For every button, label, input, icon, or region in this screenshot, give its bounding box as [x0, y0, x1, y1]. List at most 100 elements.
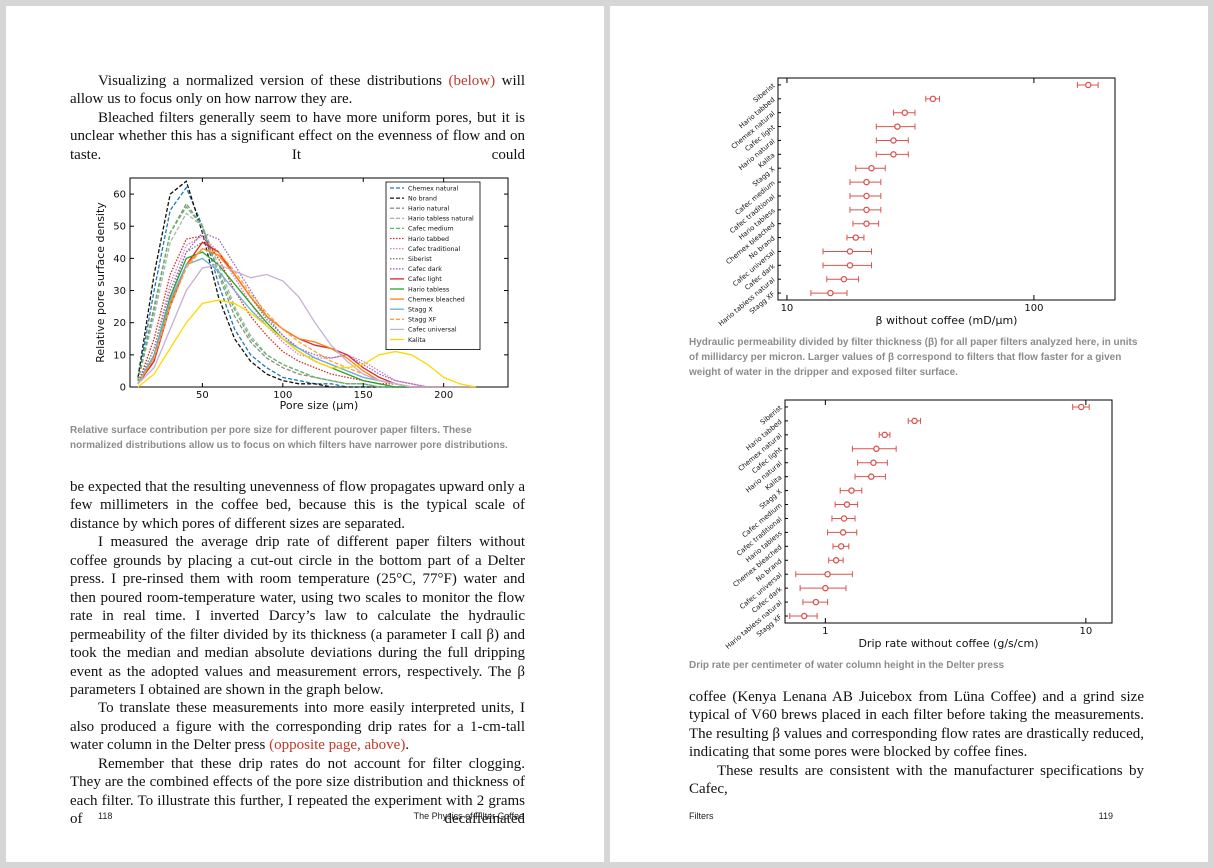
- page-number: 119: [1098, 811, 1113, 821]
- legend-label: No brand: [408, 195, 437, 202]
- text: I measured the average drip rate of diff…: [70, 534, 525, 698]
- data-point: [852, 234, 860, 241]
- x-tick-label: 100: [273, 390, 292, 401]
- legend-label: Cafec medium: [408, 226, 454, 233]
- legend-label: Chemex bleached: [408, 296, 465, 303]
- data-point: [890, 151, 897, 158]
- data-point: [873, 445, 880, 453]
- cross-reference: (below): [448, 73, 496, 89]
- text: coffee (Kenya Lenana AB Juicebox from Lü…: [689, 689, 1144, 761]
- y-tick-label: 30: [113, 286, 126, 297]
- legend-box: [385, 181, 481, 351]
- left-page: [6, 6, 604, 862]
- data-point: [863, 206, 870, 214]
- data-point: [822, 584, 829, 592]
- pore-size-chart: 50 100 150 200 0 10 20 30 40 50 60 Pore size (μm) Re…: [94, 177, 509, 412]
- text: To translate these measurements into mor…: [70, 700, 525, 754]
- x-axis-label: β without coffee (mD/μm): [876, 314, 1018, 327]
- running-title: The Physics of Filter Coffee: [413, 811, 524, 821]
- data-point: [863, 220, 870, 227]
- text-block: coffee (Kenya Lenana AB Juicebox from Lü…: [689, 688, 1144, 799]
- x-axis-label: Drip rate without coffee (g/s/cm): [858, 637, 1038, 650]
- legend-label: Cafec light: [408, 276, 442, 283]
- series-line: [137, 264, 476, 388]
- paragraph: To translate these measurements into mor…: [70, 699, 525, 754]
- data-point: [843, 501, 851, 508]
- data-point: [911, 417, 918, 425]
- legend-label: Hario natural: [408, 206, 450, 213]
- text: be expected that the resulting unevennes…: [70, 479, 525, 532]
- figure-caption: Hydraulic permeability divided by filter…: [689, 337, 1138, 378]
- data-point: [881, 431, 888, 439]
- text: These results are consistent with the ma…: [689, 762, 1144, 798]
- legend-label: Siberist: [408, 256, 432, 263]
- data-point: [824, 570, 831, 578]
- text: .: [405, 737, 410, 754]
- x-tick-label: 100: [1024, 303, 1043, 314]
- x-tick-label: 150: [354, 390, 373, 401]
- data-point: [840, 275, 848, 283]
- data-point: [801, 612, 808, 620]
- data-point: [867, 473, 875, 480]
- plot-frame: [784, 399, 1113, 624]
- series-line: [137, 231, 476, 388]
- legend-label: Cafec dark: [408, 266, 442, 273]
- legend-label: Stagg X: [408, 307, 433, 314]
- data-point: [846, 262, 854, 269]
- data-point: [832, 557, 840, 564]
- legend-label: Hario tabless: [408, 286, 449, 293]
- page-number: 118: [98, 811, 113, 821]
- data-point: [846, 248, 854, 255]
- y-tick-label: 50: [113, 222, 126, 233]
- data-point: [827, 289, 834, 297]
- data-point: [840, 515, 848, 522]
- y-axis-label: Relative pore surface density: [94, 202, 107, 363]
- figure-caption: Relative surface contribution per pore s…: [70, 425, 508, 451]
- legend-label: Cafec traditional: [408, 246, 460, 253]
- legend-label: Chemex natural: [408, 185, 459, 192]
- data-point: [1085, 81, 1092, 89]
- legend-label: Kalita: [408, 337, 426, 344]
- paragraph: Bleached filters generally seem to have …: [70, 109, 525, 164]
- text: Remember that these drip rates do not ac…: [70, 755, 525, 828]
- running-title: Filters: [689, 811, 714, 821]
- data-point: [894, 123, 901, 130]
- x-tick-label: 10: [781, 303, 794, 314]
- data-point: [1077, 403, 1085, 411]
- data-point: [839, 529, 847, 536]
- data-point: [929, 95, 937, 103]
- legend-label: Stagg XF: [408, 317, 437, 324]
- text: Bleached filters generally seem to have …: [70, 109, 525, 163]
- y-tick-label: 20: [113, 318, 126, 329]
- paragraph: Remember that these drip rates do not ac…: [70, 755, 525, 829]
- x-tick-label: 1: [822, 626, 828, 637]
- text-block: Visualizing a normalized version of thes…: [70, 72, 525, 164]
- text-block: be expected that the resulting unevennes…: [70, 478, 525, 829]
- series-line: [137, 247, 476, 388]
- text: Visualizing a normalized version of thes…: [98, 73, 449, 89]
- data-point: [863, 192, 870, 200]
- data-point: [870, 459, 877, 466]
- x-tick-label: 50: [196, 390, 209, 401]
- legend-label: Hario tabbed: [408, 236, 449, 243]
- series-line: [137, 299, 476, 388]
- y-tick-label: 10: [113, 350, 126, 361]
- x-tick-label: 200: [434, 390, 453, 401]
- paragraph: Visualizing a normalized version of thes…: [70, 72, 525, 109]
- data-point: [901, 109, 909, 116]
- y-tick-label: 40: [113, 254, 126, 265]
- y-tick-label: 60: [113, 190, 126, 201]
- legend-label: Hario tabless natural: [408, 216, 474, 223]
- data-point: [812, 598, 820, 606]
- plot-frame: [777, 77, 1116, 301]
- legend-label: Cafec universal: [408, 327, 457, 334]
- data-point: [837, 543, 845, 550]
- cross-reference: (opposite page, above): [269, 737, 406, 754]
- figure-caption: Drip rate per centimeter of water column…: [689, 660, 1005, 671]
- data-point: [848, 487, 855, 494]
- paragraph: I measured the average drip rate of diff…: [70, 533, 525, 699]
- x-axis-label: Pore size (μm): [280, 399, 359, 412]
